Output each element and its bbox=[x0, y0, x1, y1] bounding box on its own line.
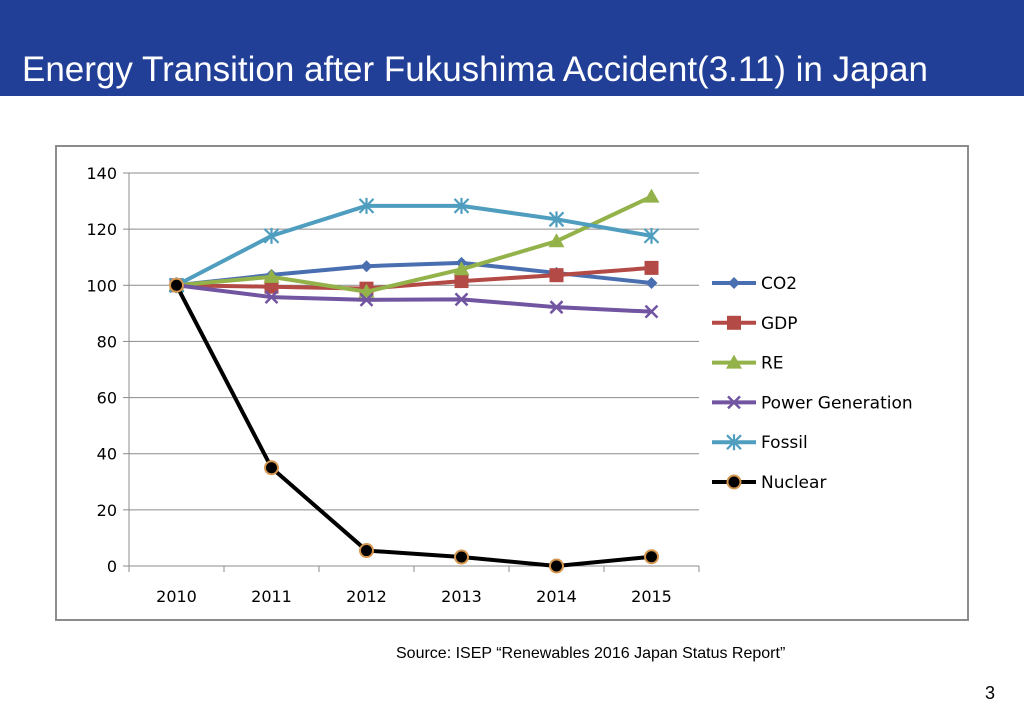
point-fossil-2013 bbox=[453, 197, 470, 214]
y-tick-label: 20 bbox=[97, 501, 117, 520]
point-power-generation-2014 bbox=[549, 300, 564, 315]
point-gdp-2013 bbox=[454, 274, 469, 289]
point-nuclear-2010 bbox=[169, 277, 184, 293]
y-tick-label: 140 bbox=[86, 164, 117, 183]
line-chart: 0 20 40 60 80 100 120 140 2010 2011 2012 2013 2014 20… bbox=[86, 164, 913, 606]
x-tick-label: 2012 bbox=[346, 587, 387, 606]
legend-label-gdp: GDP bbox=[761, 314, 798, 334]
legend-label-fossil: Fossil bbox=[761, 433, 808, 453]
point-nuclear-2015 bbox=[644, 549, 659, 565]
legend-marker-power-generation bbox=[727, 395, 741, 410]
legend-marker-re bbox=[726, 354, 742, 369]
point-re-2011 bbox=[263, 268, 280, 283]
point-fossil-2012 bbox=[358, 197, 375, 214]
point-power-generation-2012 bbox=[359, 292, 374, 307]
x-tick-label: 2013 bbox=[441, 587, 482, 606]
series-line-re bbox=[176, 194, 653, 294]
y-tick-label: 40 bbox=[97, 445, 117, 464]
x-tick-label: 2014 bbox=[536, 587, 577, 606]
legend-marker-co2 bbox=[728, 277, 740, 289]
chart-frame: 0 20 40 60 80 100 120 140 2010 2011 2012 2013 2014 20… bbox=[55, 145, 969, 621]
y-tick-label: 80 bbox=[97, 332, 117, 351]
y-tick-label: 100 bbox=[86, 276, 117, 295]
source-caption: Source: ISEP “Renewables 2016 Japan Stat… bbox=[396, 645, 786, 662]
point-power-generation-2011 bbox=[264, 290, 279, 304]
legend-label-nuclear: Nuclear bbox=[761, 473, 826, 493]
series-line-nuclear bbox=[174, 284, 652, 568]
legend-marker-nuclear bbox=[726, 474, 742, 490]
point-power-generation-2013 bbox=[454, 292, 469, 307]
point-re-2015 bbox=[643, 188, 660, 203]
point-re-2013 bbox=[453, 261, 470, 276]
y-tick-label: 0 bbox=[107, 557, 117, 576]
series-line-gdp bbox=[176, 265, 652, 291]
x-tick-label: 2011 bbox=[251, 587, 292, 606]
x-tick-label: 2015 bbox=[631, 587, 672, 606]
legend-marker-gdp bbox=[727, 315, 741, 330]
point-nuclear-2014 bbox=[549, 558, 564, 574]
title-bar: Energy Transition after Fukushima Accide… bbox=[0, 0, 1024, 96]
point-power-generation-2015 bbox=[644, 304, 659, 319]
legend-label-re: RE bbox=[761, 354, 784, 374]
y-tick-label: 60 bbox=[97, 389, 117, 408]
series-line-fossil bbox=[175, 203, 652, 288]
legend-label-power-generation: Power Generation bbox=[761, 393, 913, 413]
y-tick-label: 120 bbox=[86, 220, 117, 239]
point-co2-2015 bbox=[645, 277, 658, 290]
point-gdp-2014 bbox=[549, 268, 564, 283]
point-fossil-2011 bbox=[263, 227, 280, 244]
point-nuclear-2012 bbox=[359, 543, 374, 559]
point-gdp-2011 bbox=[264, 279, 279, 294]
page-number: 3 bbox=[985, 683, 996, 703]
series-line-power-generation bbox=[176, 283, 652, 314]
point-nuclear-2013 bbox=[454, 549, 469, 565]
point-fossil-2015 bbox=[643, 227, 660, 244]
point-nuclear-2011 bbox=[264, 460, 279, 476]
legend-marker-fossil bbox=[726, 434, 742, 451]
point-co2-2012 bbox=[360, 260, 373, 273]
point-re-2014 bbox=[548, 233, 565, 248]
slide-title: Energy Transition after Fukushima Accide… bbox=[22, 50, 928, 89]
point-gdp-2015 bbox=[644, 260, 659, 275]
x-tick-label: 2010 bbox=[156, 587, 197, 606]
point-fossil-2014 bbox=[548, 211, 565, 228]
legend-label-co2: CO2 bbox=[761, 274, 797, 294]
